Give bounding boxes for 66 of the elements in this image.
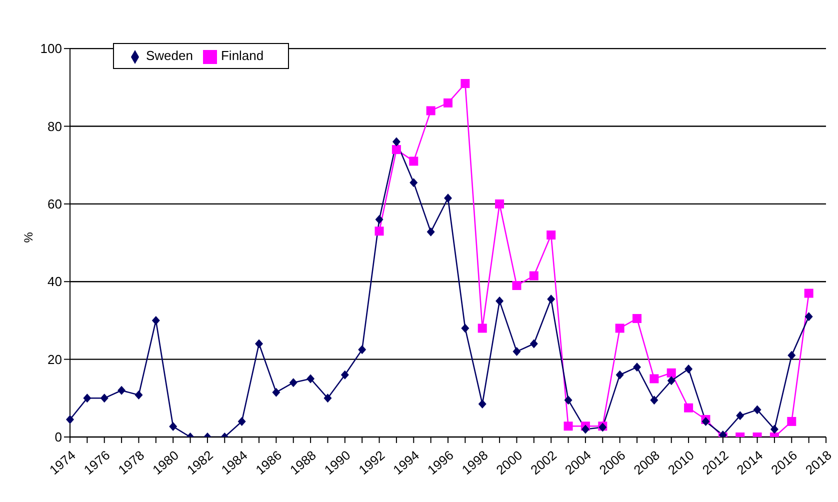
point [512, 281, 522, 290]
y-tick-label: 80 [48, 118, 62, 134]
point [512, 347, 521, 356]
point [753, 405, 762, 414]
point [272, 388, 280, 397]
point [478, 324, 487, 333]
point [787, 416, 796, 426]
point [392, 145, 401, 154]
point [306, 374, 315, 384]
point [633, 362, 641, 372]
point [169, 422, 178, 432]
point [564, 422, 573, 431]
point [374, 226, 384, 236]
point [100, 394, 108, 403]
point [650, 396, 658, 405]
point [581, 424, 590, 434]
point [804, 288, 814, 298]
point [616, 370, 624, 380]
point [529, 271, 538, 280]
point [324, 394, 332, 403]
point [461, 324, 470, 333]
point [134, 390, 143, 400]
point [358, 345, 366, 354]
y-axis-title: % [21, 232, 36, 243]
y-tick-label: 40 [48, 274, 62, 290]
point [667, 376, 676, 386]
point [650, 374, 659, 384]
y-tick-label: 0 [54, 430, 62, 445]
point [564, 396, 572, 405]
point [83, 394, 92, 403]
point [684, 364, 693, 374]
point [684, 403, 694, 412]
y-tick-label: 60 [48, 196, 62, 212]
point [770, 424, 778, 434]
point [736, 411, 744, 420]
point [375, 214, 384, 224]
point [478, 399, 486, 408]
point [410, 178, 418, 188]
point [788, 350, 796, 360]
y-tick-label: 20 [48, 352, 62, 367]
point [546, 230, 556, 240]
point [392, 137, 400, 146]
point [444, 98, 452, 108]
point [460, 79, 470, 88]
point [152, 316, 160, 325]
point [495, 199, 504, 208]
point [615, 324, 624, 333]
legend-label: Sweden [146, 48, 193, 63]
point [340, 370, 349, 380]
point [632, 314, 642, 324]
point [66, 415, 74, 424]
point [238, 416, 246, 426]
point [426, 106, 436, 116]
point [289, 378, 298, 388]
point [496, 296, 504, 306]
y-tick-label: 100 [40, 41, 62, 56]
point [255, 339, 263, 348]
point [547, 294, 556, 304]
point [426, 227, 435, 236]
point [804, 312, 813, 322]
point [118, 386, 126, 395]
point [530, 339, 538, 348]
point [444, 194, 452, 203]
point [666, 368, 676, 378]
point [409, 156, 418, 166]
legend-label: Finland [220, 48, 264, 63]
